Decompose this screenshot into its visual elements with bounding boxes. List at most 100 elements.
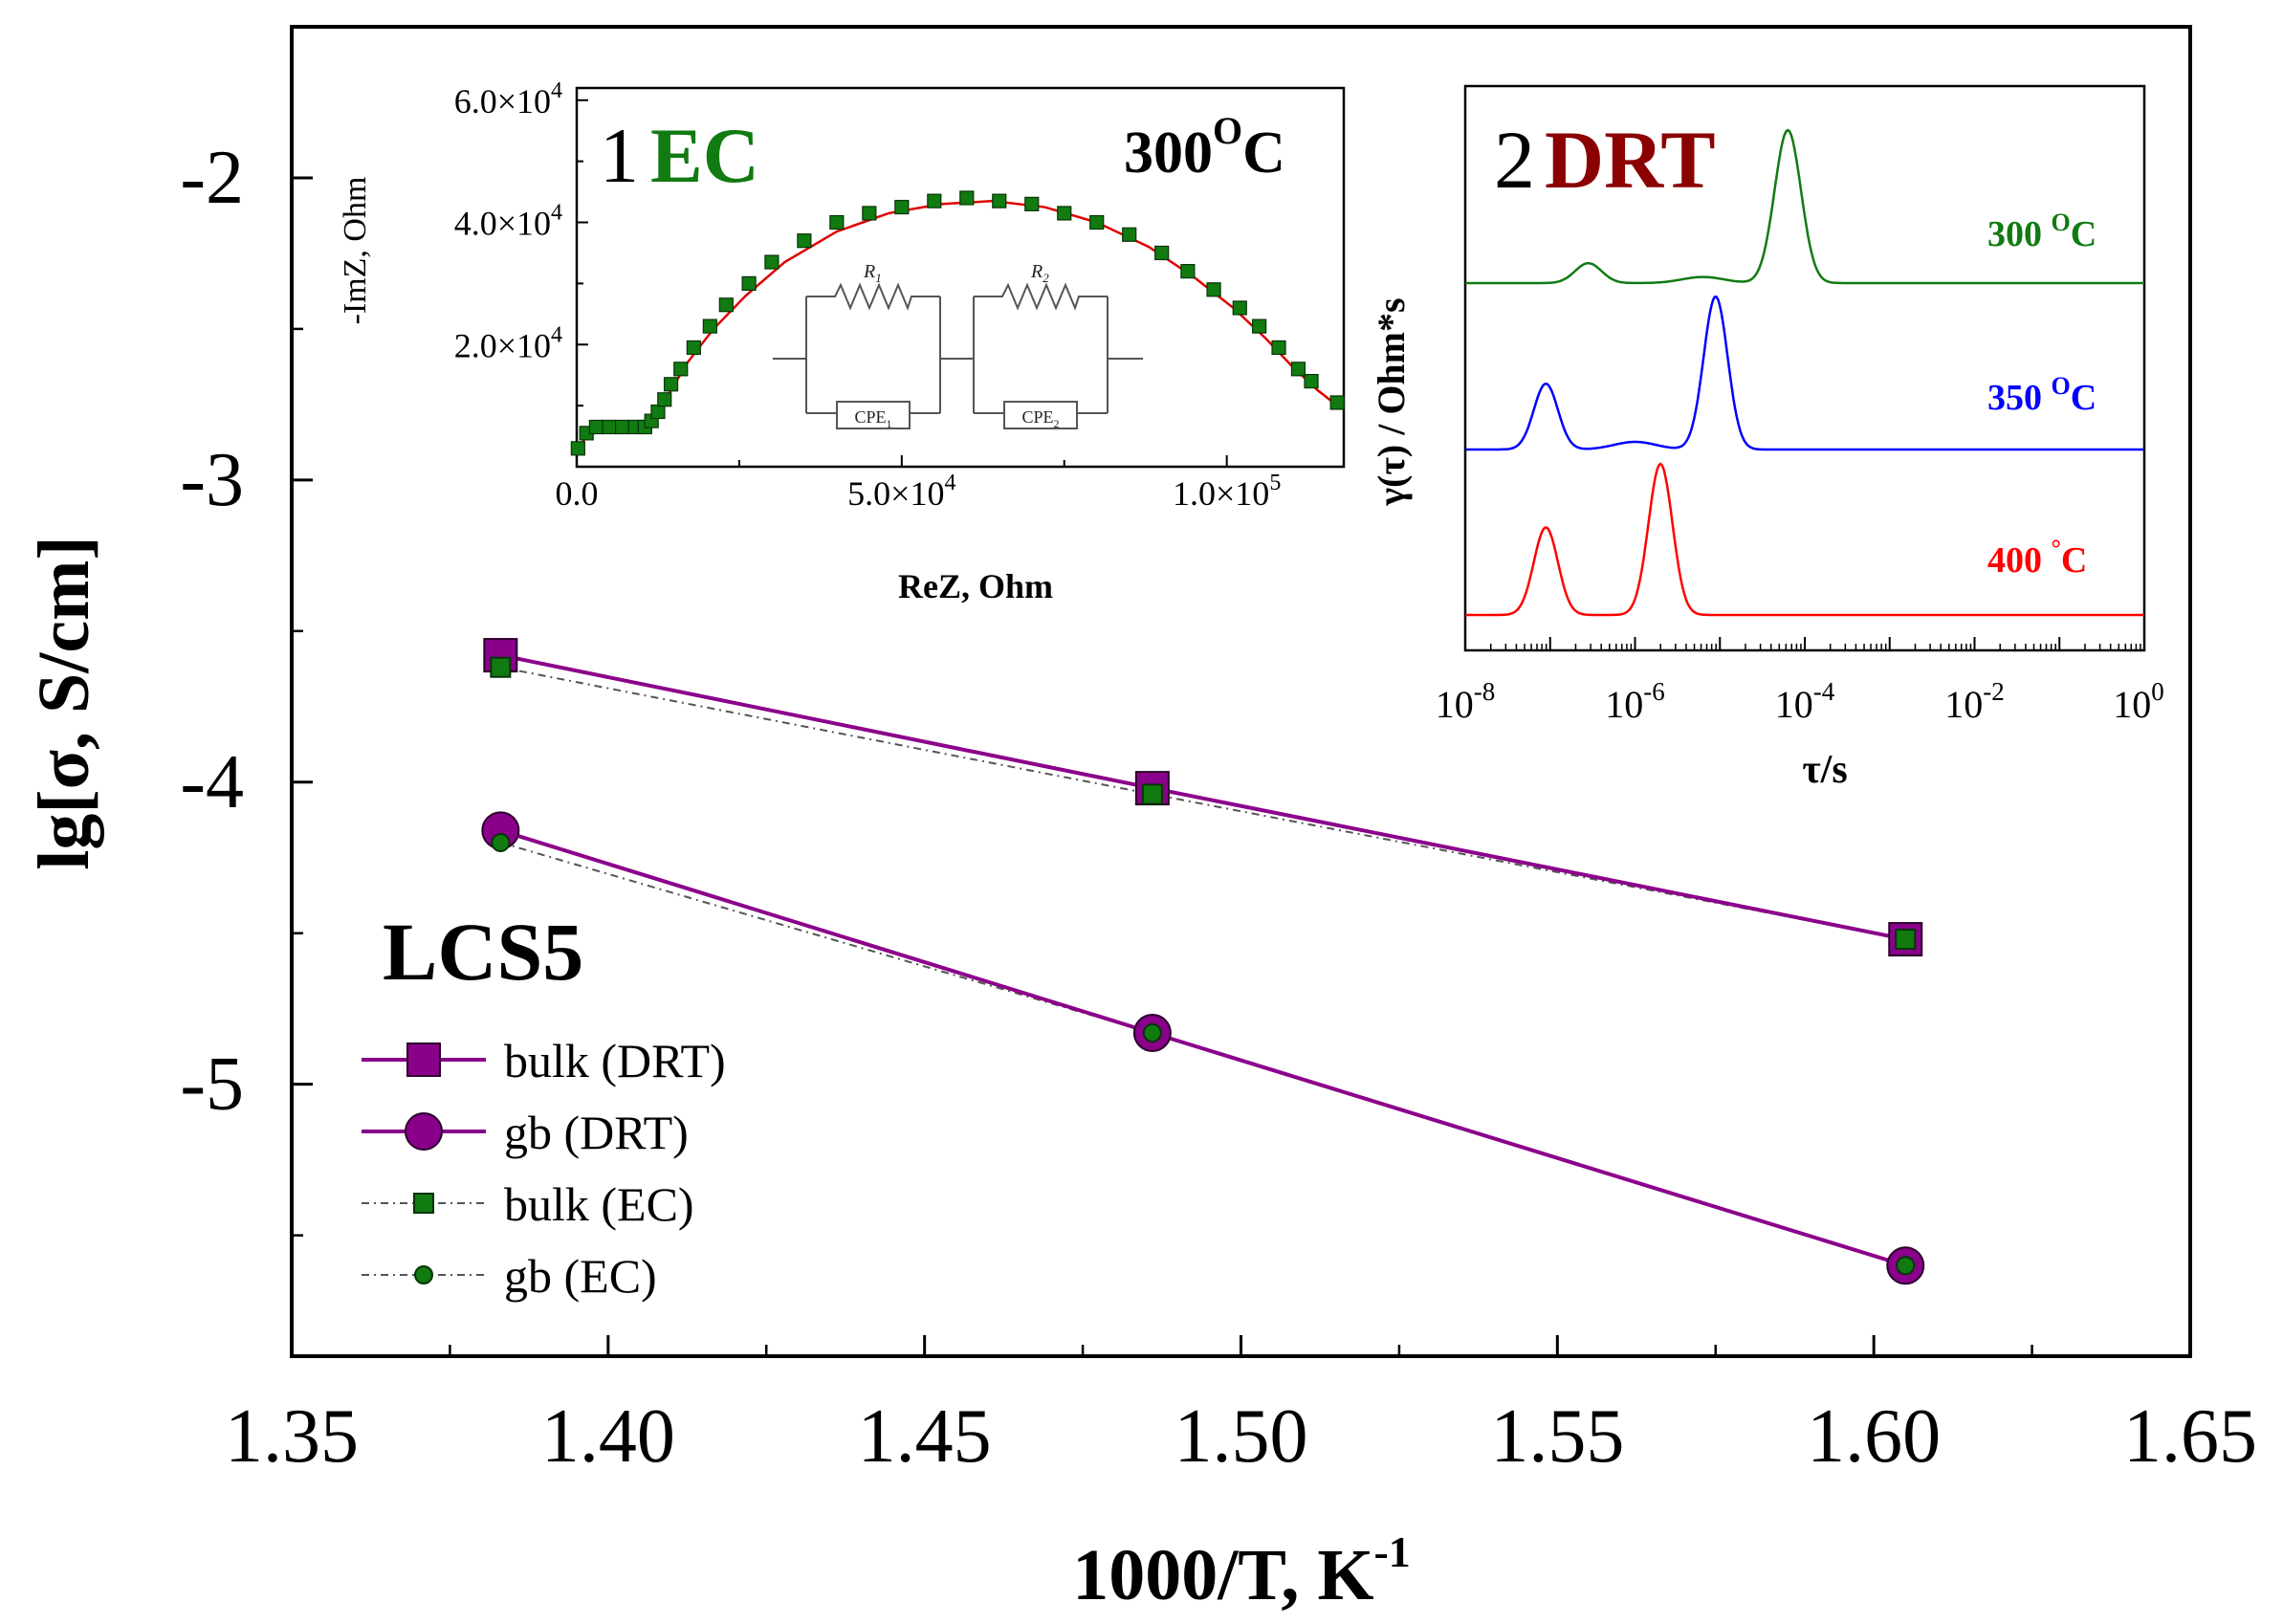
inset1-point-12 [686, 340, 701, 356]
legend: bulk (DRT) gb (DRT) bulk (EC) gb (EC) [362, 1034, 726, 1303]
inset2-x-tick-label-1-sup: -6 [1643, 677, 1665, 706]
main-x-tick-label-2: 1.45 [858, 1394, 992, 1479]
main-x-axis-title-sup: -1 [1373, 1527, 1410, 1576]
inset2-curve-2 [1465, 462, 2144, 617]
inset1-point-35 [1304, 373, 1319, 389]
inset1-point-16 [764, 254, 779, 270]
inset2-x-tick-label-1: 10-6 [1605, 677, 1665, 726]
inset1-point-18 [829, 214, 845, 230]
inset2-curve-label-2: 400 °C [1987, 535, 2087, 581]
inset1-x-tick-label-1-base: 5.0×10 [847, 474, 944, 513]
resistor-r1 [806, 282, 940, 311]
inset1-x-tick-label-2: 1.0×105 [1173, 471, 1281, 513]
inset1-point-9 [657, 392, 672, 407]
legend-marker-3 [414, 1265, 433, 1284]
inset2-x-tick-label-last-sup: 0 [2151, 677, 2164, 706]
cpe1-label: CPE1 [854, 407, 891, 430]
main-x-axis-title: 1000/T, K-1 [1072, 1527, 1411, 1615]
inset2-curve-label-1-sup: O [2052, 372, 2071, 400]
inset1-point-21 [927, 193, 942, 208]
inset2-curve-label-1-num: 350 [1987, 378, 2052, 418]
inset1-y-tick-label-0: 2.0×104 [454, 322, 562, 364]
resistor-r2 [974, 282, 1108, 311]
inset1-point-11 [673, 362, 689, 377]
inset1-y-tick-label-2-sup: 4 [551, 78, 562, 103]
inset1-point-30 [1206, 282, 1221, 297]
inset2-y-axis-title: γ(τ) / Ohm*s [1370, 297, 1413, 506]
inset1-point-2 [588, 419, 604, 435]
main-series [481, 638, 1925, 1285]
inset2-x-axis-title: τ/s [1802, 748, 1847, 792]
inset1-point-10 [663, 377, 679, 392]
inset1-point-26 [1089, 214, 1105, 230]
inset1-point-23 [992, 193, 1007, 208]
inset1-point-20 [894, 199, 910, 215]
main-x-tick-label-3: 1.50 [1174, 1394, 1308, 1479]
inset2-frame [1463, 84, 2146, 652]
inset1-y-tick-label-1-sup: 4 [551, 201, 562, 226]
inset2-data [1465, 128, 2144, 617]
inset1-frame [575, 86, 1346, 469]
inset2-x-tick-label-2: 10-4 [1775, 677, 1835, 726]
legend-label-0: bulk (DRT) [504, 1034, 726, 1087]
main-y-axis-title: lg[σ, S/cm] [24, 536, 104, 870]
main-title: LCS5 [383, 906, 583, 998]
main-x-axis: 1.35 1.40 1.45 1.50 1.55 1.60 1.65 [225, 1335, 2257, 1479]
inset1-panel-label-ec: EC [650, 112, 759, 199]
inset1-x-tick-label-2-base: 1.0×10 [1173, 474, 1269, 513]
legend-marker-1 [405, 1112, 443, 1151]
inset2-x-tick-label-0-sup: -8 [1474, 677, 1496, 706]
inset2-curve-label-0: 300 OC [1987, 208, 2096, 254]
r2-label: R2 [1030, 261, 1049, 285]
legend-label-3: gb (EC) [504, 1249, 657, 1303]
inset2-curve-label-0-sup: O [2052, 208, 2071, 236]
main-series-3-point-0 [491, 832, 511, 852]
main-x-tick-label-0: 1.35 [225, 1394, 359, 1479]
inset1-point-19 [862, 206, 877, 221]
inset1-point-29 [1180, 264, 1196, 279]
main-x-tick-label-6: 1.65 [2123, 1394, 2257, 1479]
inset2-curve-label-1-unit: C [2071, 378, 2096, 418]
main-series-2-point-0 [490, 656, 512, 678]
main-x-tick-label-4: 1.55 [1490, 1394, 1624, 1479]
inset1-point-24 [1024, 196, 1040, 211]
inset1-point-22 [959, 190, 975, 206]
inset2-x-tick-label-0: 10-8 [1436, 677, 1496, 726]
main-series-3-point-2 [1896, 1256, 1916, 1276]
inset1-point-4 [614, 419, 630, 435]
inset1-point-28 [1154, 245, 1170, 261]
inset1-point-17 [797, 233, 812, 249]
main-y-tick-label-2: -4 [180, 740, 244, 824]
inset2-panel-label-drt: DRT [1545, 114, 1716, 206]
inset1-y-tick-label-0-base: 2.0×10 [454, 326, 551, 364]
inset2-x-tick-label-1-base: 10 [1605, 683, 1643, 726]
inset2-curve-0 [1465, 128, 2144, 285]
inset1-x-tick-label-0-base: 0.0 [556, 474, 599, 513]
main-y-tick-label-0: -2 [180, 136, 244, 220]
inset2-curve-1 [1465, 296, 2144, 451]
main-y-axis: -2 -3 -4 -5 [180, 136, 313, 1237]
inset1-point-15 [741, 275, 757, 291]
inset1-panel-label: 1 EC [600, 112, 759, 199]
inset1-point-3 [602, 419, 617, 435]
inset2-x-tick-label-3: 10-2 [1944, 677, 2005, 726]
inset1-y-tick-label-1: 4.0×104 [454, 201, 562, 243]
inset1-x-axis-title: ReZ, Ohm [898, 567, 1053, 605]
inset2-curve-label-1: 350 OC [1987, 372, 2096, 418]
inset1-point-36 [1329, 395, 1345, 410]
inset2-curve-label-0-num: 300 [1987, 214, 2052, 254]
inset1-point-31 [1232, 300, 1247, 316]
main-y-tick-label-3: -5 [180, 1042, 244, 1127]
inset1-data [570, 190, 1345, 456]
inset1-x-tick-label-1: 5.0×104 [847, 471, 955, 513]
inset2-x-tick-label-last-base: 10 [2113, 683, 2151, 726]
inset1-x-tick-label-0: 0.0 [556, 474, 599, 513]
inset2-curve-label-2-sup: ° [2052, 535, 2061, 562]
main-series-2-point-2 [1895, 929, 1917, 951]
inset1-point-32 [1252, 318, 1267, 334]
inset2-x-tick-label-last: 100 [2113, 677, 2164, 726]
inset1-y-tick-label-2-base: 6.0×10 [454, 82, 551, 121]
